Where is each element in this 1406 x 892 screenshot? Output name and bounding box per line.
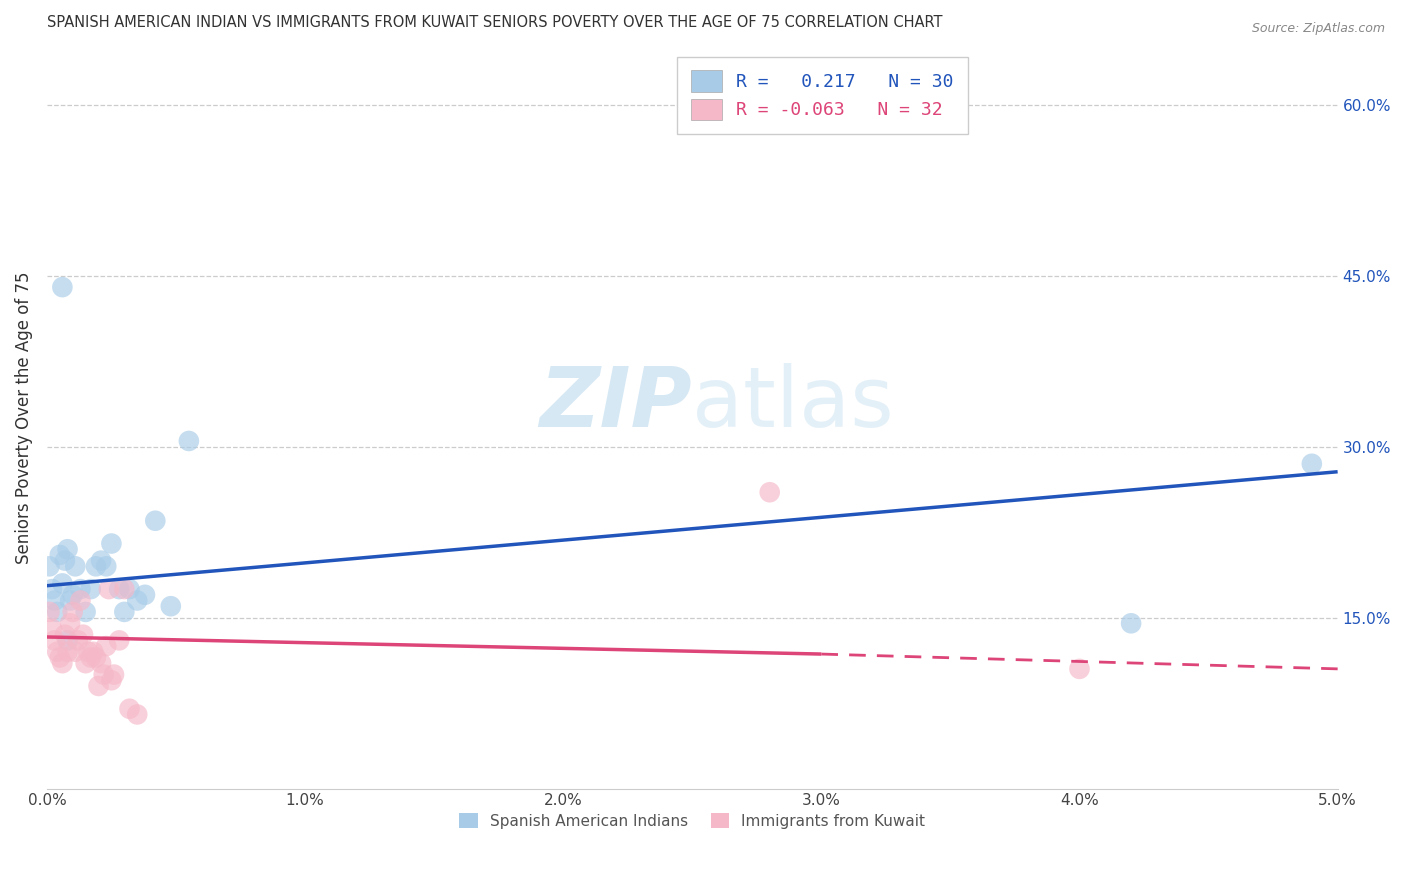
Point [66,633,89,648]
Point [41,622,63,636]
Point [38,559,60,574]
Point [49,548,72,562]
Point [143,514,166,528]
Point [59,593,82,607]
Point [134,588,156,602]
Point [62,588,84,602]
Point [159,599,181,614]
Point [100,536,122,550]
Point [46,605,69,619]
Point [69,593,91,607]
Point [62,605,84,619]
Text: Source: ZipAtlas.com: Source: ZipAtlas.com [1251,22,1385,36]
Point [51,656,73,670]
Point [56,542,79,557]
Point [108,582,131,596]
Point [87,679,110,693]
Point [108,633,131,648]
Point [51,576,73,591]
Point [72,628,94,642]
Point [75,605,97,619]
Point [97,582,120,596]
Point [75,656,97,670]
Point [96,639,118,653]
Point [103,667,125,681]
Text: SPANISH AMERICAN INDIAN VS IMMIGRANTS FROM KUWAIT SENIORS POVERTY OVER THE AGE O: SPANISH AMERICAN INDIAN VS IMMIGRANTS FR… [46,15,942,30]
Point [44,633,66,648]
Text: ZIP: ZIP [540,363,692,444]
Point [65,645,87,659]
Point [127,707,149,722]
Point [118,582,141,596]
Point [112,582,135,596]
Point [177,434,200,448]
Point [56,633,79,648]
Point [1119,616,1142,631]
Point [82,645,104,659]
Point [1069,662,1091,676]
Point [80,650,103,665]
Point [90,656,112,670]
Y-axis label: Seniors Poverty Over the Age of 75: Seniors Poverty Over the Age of 75 [15,272,32,565]
Point [56,645,79,659]
Point [53,628,76,642]
Point [49,650,72,665]
Point [118,702,141,716]
Point [127,593,149,607]
Point [80,582,103,596]
Point [44,593,66,607]
Point [77,645,100,659]
Point [84,650,107,665]
Point [59,616,82,631]
Point [90,553,112,567]
Point [38,605,60,619]
Point [51,280,73,294]
Point [69,582,91,596]
Point [100,673,122,688]
Point [84,559,107,574]
Point [46,645,69,659]
Point [1301,457,1323,471]
Point [112,605,135,619]
Text: atlas: atlas [692,363,894,444]
Point [53,553,76,567]
Point [93,667,115,681]
Legend: Spanish American Indians, Immigrants from Kuwait: Spanish American Indians, Immigrants fro… [451,805,934,837]
Point [758,485,780,500]
Point [65,559,87,574]
Point [96,559,118,574]
Point [41,582,63,596]
